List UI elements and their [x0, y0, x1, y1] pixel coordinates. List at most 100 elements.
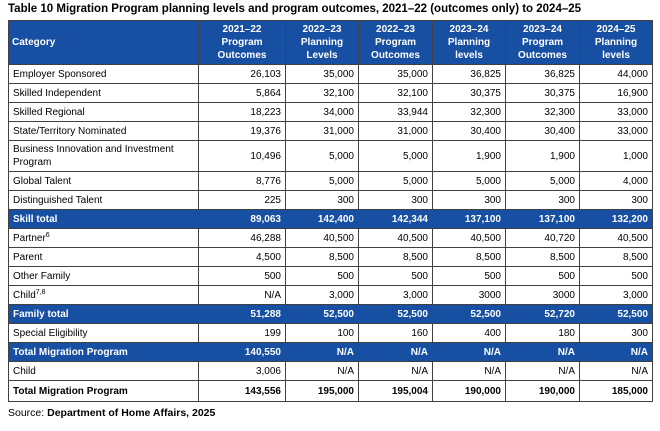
- value-cell: 300: [432, 190, 506, 210]
- value-cell: 30,375: [432, 83, 506, 103]
- value-cell: 500: [198, 266, 286, 286]
- value-cell: 40,500: [432, 228, 506, 248]
- value-cell: 44,000: [579, 64, 653, 84]
- value-cell: 18,223: [198, 102, 286, 122]
- header-category: Category: [8, 20, 199, 65]
- category-cell: Skilled Regional: [8, 102, 199, 122]
- row-total-migration-program: Total Migration Program 143,556 195,000 …: [8, 380, 653, 402]
- row-family-total: Family total 51,288 52,500 52,500 52,500…: [8, 304, 653, 324]
- value-cell: 190,000: [505, 380, 580, 402]
- value-cell: 32,100: [285, 83, 359, 103]
- value-cell: 500: [285, 266, 359, 286]
- value-cell: 100: [285, 323, 359, 343]
- value-cell: 3000: [505, 285, 580, 305]
- footnote-marker: 7,8: [35, 288, 46, 296]
- value-cell: 142,344: [358, 209, 433, 229]
- value-cell: 160: [358, 323, 433, 343]
- header-row: Category 2021–22 Program Outcomes 2022–2…: [8, 20, 653, 65]
- value-cell: 33,000: [579, 121, 653, 141]
- table-title: Table 10 Migration Program planning leve…: [8, 3, 582, 15]
- category-cell: Parent: [8, 247, 199, 267]
- source-value: Department of Home Affairs, 2025: [47, 407, 216, 419]
- value-cell: 30,400: [432, 121, 506, 141]
- value-cell: 40,500: [285, 228, 359, 248]
- category-cell: Skill total: [8, 209, 199, 229]
- value-cell: 89,063: [198, 209, 286, 229]
- document-page: Table 10 Migration Program planning leve…: [8, 3, 653, 419]
- category-label: Child: [13, 289, 36, 301]
- row-partner: Partner6 46,288 40,500 40,500 40,500 40,…: [8, 228, 653, 248]
- row-employer-sponsored: Employer Sponsored 26,103 35,000 35,000 …: [8, 64, 653, 84]
- row-child: Child 3,006 N/A N/A N/A N/A N/A: [8, 361, 653, 381]
- category-cell: Business Innovation and Investment Progr…: [8, 140, 199, 172]
- header-2022-23-program-outcomes: 2022–23 Program Outcomes: [358, 20, 433, 65]
- value-cell: 8,500: [432, 247, 506, 267]
- category-cell: Total Migration Program: [8, 380, 199, 402]
- value-cell: 142,400: [285, 209, 359, 229]
- value-cell: 180: [505, 323, 580, 343]
- value-cell: 3,000: [579, 285, 653, 305]
- value-cell: 31,000: [358, 121, 433, 141]
- value-cell: 4,500: [198, 247, 286, 267]
- value-cell: 36,825: [432, 64, 506, 84]
- value-cell: 137,100: [505, 209, 580, 229]
- migration-program-table: Category 2021–22 Program Outcomes 2022–2…: [8, 20, 653, 402]
- value-cell: 32,100: [358, 83, 433, 103]
- value-cell: 52,500: [579, 304, 653, 324]
- row-special-eligibility: Special Eligibility 199 100 160 400 180 …: [8, 323, 653, 343]
- value-cell: 5,000: [505, 171, 580, 191]
- value-cell: 5,000: [285, 140, 359, 172]
- value-cell: 35,000: [285, 64, 359, 84]
- value-cell: 195,000: [285, 380, 359, 402]
- value-cell: 4,000: [579, 171, 653, 191]
- category-label: Partner: [13, 232, 46, 244]
- value-cell: 8,500: [505, 247, 580, 267]
- row-global-talent: Global Talent 8,776 5,000 5,000 5,000 5,…: [8, 171, 653, 191]
- value-cell: 34,000: [285, 102, 359, 122]
- category-cell: Child: [8, 361, 199, 381]
- value-cell: N/A: [358, 361, 433, 381]
- header-2023-24-program-outcomes: 2023–24 Program Outcomes: [505, 20, 580, 65]
- value-cell: 40,720: [505, 228, 580, 248]
- value-cell: 40,500: [358, 228, 433, 248]
- value-cell: 300: [358, 190, 433, 210]
- source-note: Source: Department of Home Affairs, 2025: [8, 407, 652, 419]
- value-cell: 300: [505, 190, 580, 210]
- value-cell: 8,500: [579, 247, 653, 267]
- row-child-footnoted: Child7,8 N/A 3,000 3,000 3000 3000 3,000: [8, 285, 653, 305]
- value-cell: 300: [285, 190, 359, 210]
- value-cell: 8,500: [358, 247, 433, 267]
- value-cell: N/A: [579, 361, 653, 381]
- value-cell: 500: [432, 266, 506, 286]
- value-cell: 5,000: [358, 171, 433, 191]
- value-cell: 199: [198, 323, 286, 343]
- value-cell: N/A: [358, 342, 433, 362]
- header-2024-25-planning-levels: 2024–25 Planning levels: [579, 20, 653, 65]
- row-skill-total: Skill total 89,063 142,400 142,344 137,1…: [8, 209, 653, 229]
- value-cell: 3,000: [358, 285, 433, 305]
- value-cell: 26,103: [198, 64, 286, 84]
- value-cell: 19,376: [198, 121, 286, 141]
- value-cell: 31,000: [285, 121, 359, 141]
- value-cell: 30,375: [505, 83, 580, 103]
- value-cell: 300: [579, 190, 653, 210]
- table-header: Category 2021–22 Program Outcomes 2022–2…: [8, 20, 653, 65]
- category-cell: Partner6: [8, 228, 199, 248]
- value-cell: N/A: [505, 342, 580, 362]
- value-cell: 5,864: [198, 83, 286, 103]
- category-cell: Other Family: [8, 266, 199, 286]
- value-cell: 190,000: [432, 380, 506, 402]
- value-cell: 300: [579, 323, 653, 343]
- header-2021-22-program-outcomes: 2021–22 Program Outcomes: [198, 20, 286, 65]
- value-cell: 52,500: [432, 304, 506, 324]
- value-cell: 3,000: [285, 285, 359, 305]
- value-cell: 5,000: [432, 171, 506, 191]
- value-cell: 3000: [432, 285, 506, 305]
- value-cell: 5,000: [285, 171, 359, 191]
- value-cell: 33,944: [358, 102, 433, 122]
- value-cell: 32,300: [505, 102, 580, 122]
- value-cell: 33,000: [579, 102, 653, 122]
- footnote-marker: 6: [45, 231, 50, 239]
- row-parent: Parent 4,500 8,500 8,500 8,500 8,500 8,5…: [8, 247, 653, 267]
- value-cell: 137,100: [432, 209, 506, 229]
